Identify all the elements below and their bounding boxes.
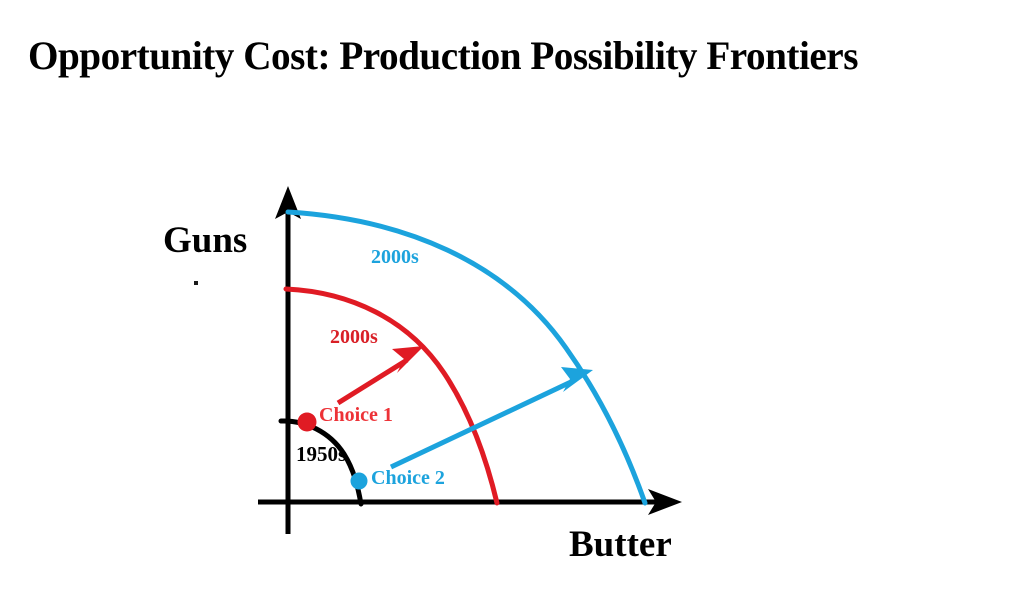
blue-growth-arrow xyxy=(389,367,593,470)
stray-speck xyxy=(194,281,198,285)
red-arrowhead-icon xyxy=(392,346,424,373)
x-axis-arrowhead-icon xyxy=(648,489,682,515)
label-red-2000s: 2000s xyxy=(330,326,378,348)
label-blue-2000s: 2000s xyxy=(371,246,419,268)
red-growth-arrow xyxy=(336,346,424,406)
choice-1-point xyxy=(297,412,317,432)
page-title: Opportunity Cost: Production Possibility… xyxy=(28,33,858,78)
blue-arrowhead-icon xyxy=(561,367,593,392)
curve-2000s-red xyxy=(283,286,500,506)
choice-2-point xyxy=(350,472,368,490)
axes-group xyxy=(258,186,682,534)
label-1950s: 1950s xyxy=(296,442,347,466)
y-axis-label: Guns xyxy=(163,220,248,261)
label-choice-2: Choice 2 xyxy=(371,467,445,489)
curve-2000s-blue xyxy=(285,209,648,506)
label-choice-1: Choice 1 xyxy=(319,404,393,426)
x-axis-label: Butter xyxy=(569,524,672,565)
